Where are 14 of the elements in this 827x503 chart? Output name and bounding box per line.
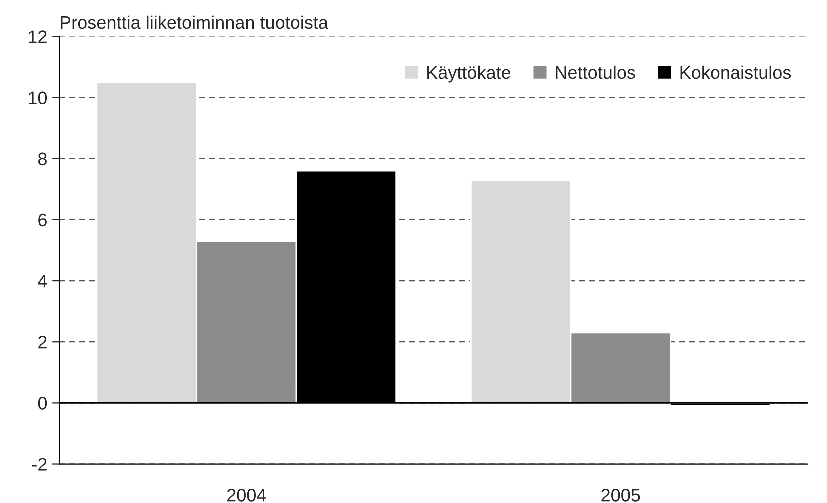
- legend-label: Nettotulos: [556, 66, 636, 80]
- x-tick-label: 2005: [602, 489, 640, 502]
- y-tick-label: 10: [29, 92, 48, 105]
- x-tick-label: 2004: [227, 489, 266, 502]
- y-axis-title: Prosenttia liiketoiminnan tuotoista: [61, 16, 329, 30]
- y-tick-label: 4: [38, 275, 48, 288]
- y-tick-label: 8: [38, 152, 47, 166]
- y-tick-label: -2: [32, 458, 47, 471]
- y-tick-label: 2: [38, 336, 47, 349]
- legend-label: Kokonaistulos: [680, 66, 792, 80]
- y-tick-label: 12: [29, 30, 47, 44]
- y-tick-label: 6: [38, 214, 47, 227]
- legend-label: Käyttökate: [428, 66, 511, 83]
- y-tick-label: 0: [38, 397, 48, 410]
